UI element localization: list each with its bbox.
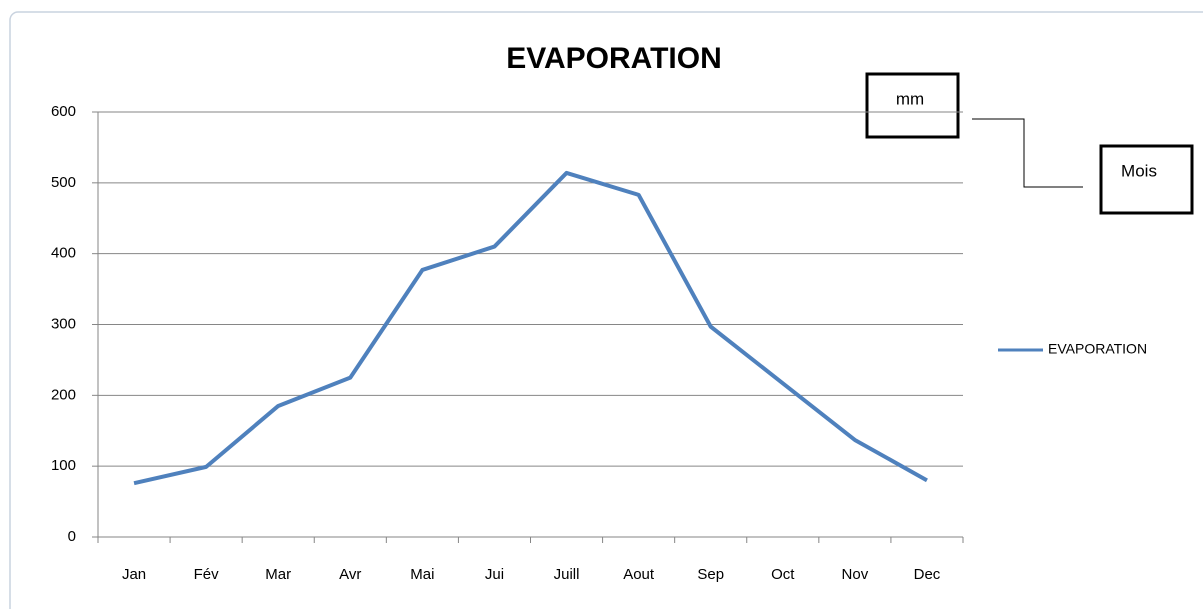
chart-title: EVAPORATION [506, 42, 722, 75]
y-tick-label: 600 [51, 103, 76, 120]
y-tick-label: 0 [68, 528, 76, 545]
y-tick-label: 200 [51, 386, 76, 403]
x-tick-label: Fév [194, 566, 220, 583]
x-tick-label: Jan [122, 566, 146, 583]
legend-label: EVAPORATION [1048, 341, 1147, 357]
x-tick-label: Jui [485, 566, 504, 583]
x-tick-label: Aout [623, 566, 655, 583]
x-tick-label: Juill [554, 566, 580, 583]
connector [972, 118, 1083, 188]
x-tick-label: Avr [339, 566, 361, 583]
y-tick-label: 300 [51, 315, 76, 332]
y-tick-label: 500 [51, 174, 76, 191]
x-tick-label: Dec [914, 566, 941, 583]
y-tick-label: 100 [51, 457, 76, 474]
x-tick-label: Mai [410, 566, 434, 583]
x-tick-label: Mar [265, 566, 291, 583]
annotation-box [1099, 144, 1194, 215]
annotation: Mois [1121, 161, 1157, 180]
x-tick-label: Nov [842, 566, 869, 583]
x-tick-label: Sep [697, 566, 724, 583]
y-tick-label: 400 [51, 245, 76, 262]
annotation: mm [896, 89, 924, 108]
x-tick-label: Oct [771, 566, 795, 583]
chart-border [9, 11, 1203, 609]
data-line [133, 170, 928, 486]
annotation-box [865, 72, 960, 139]
